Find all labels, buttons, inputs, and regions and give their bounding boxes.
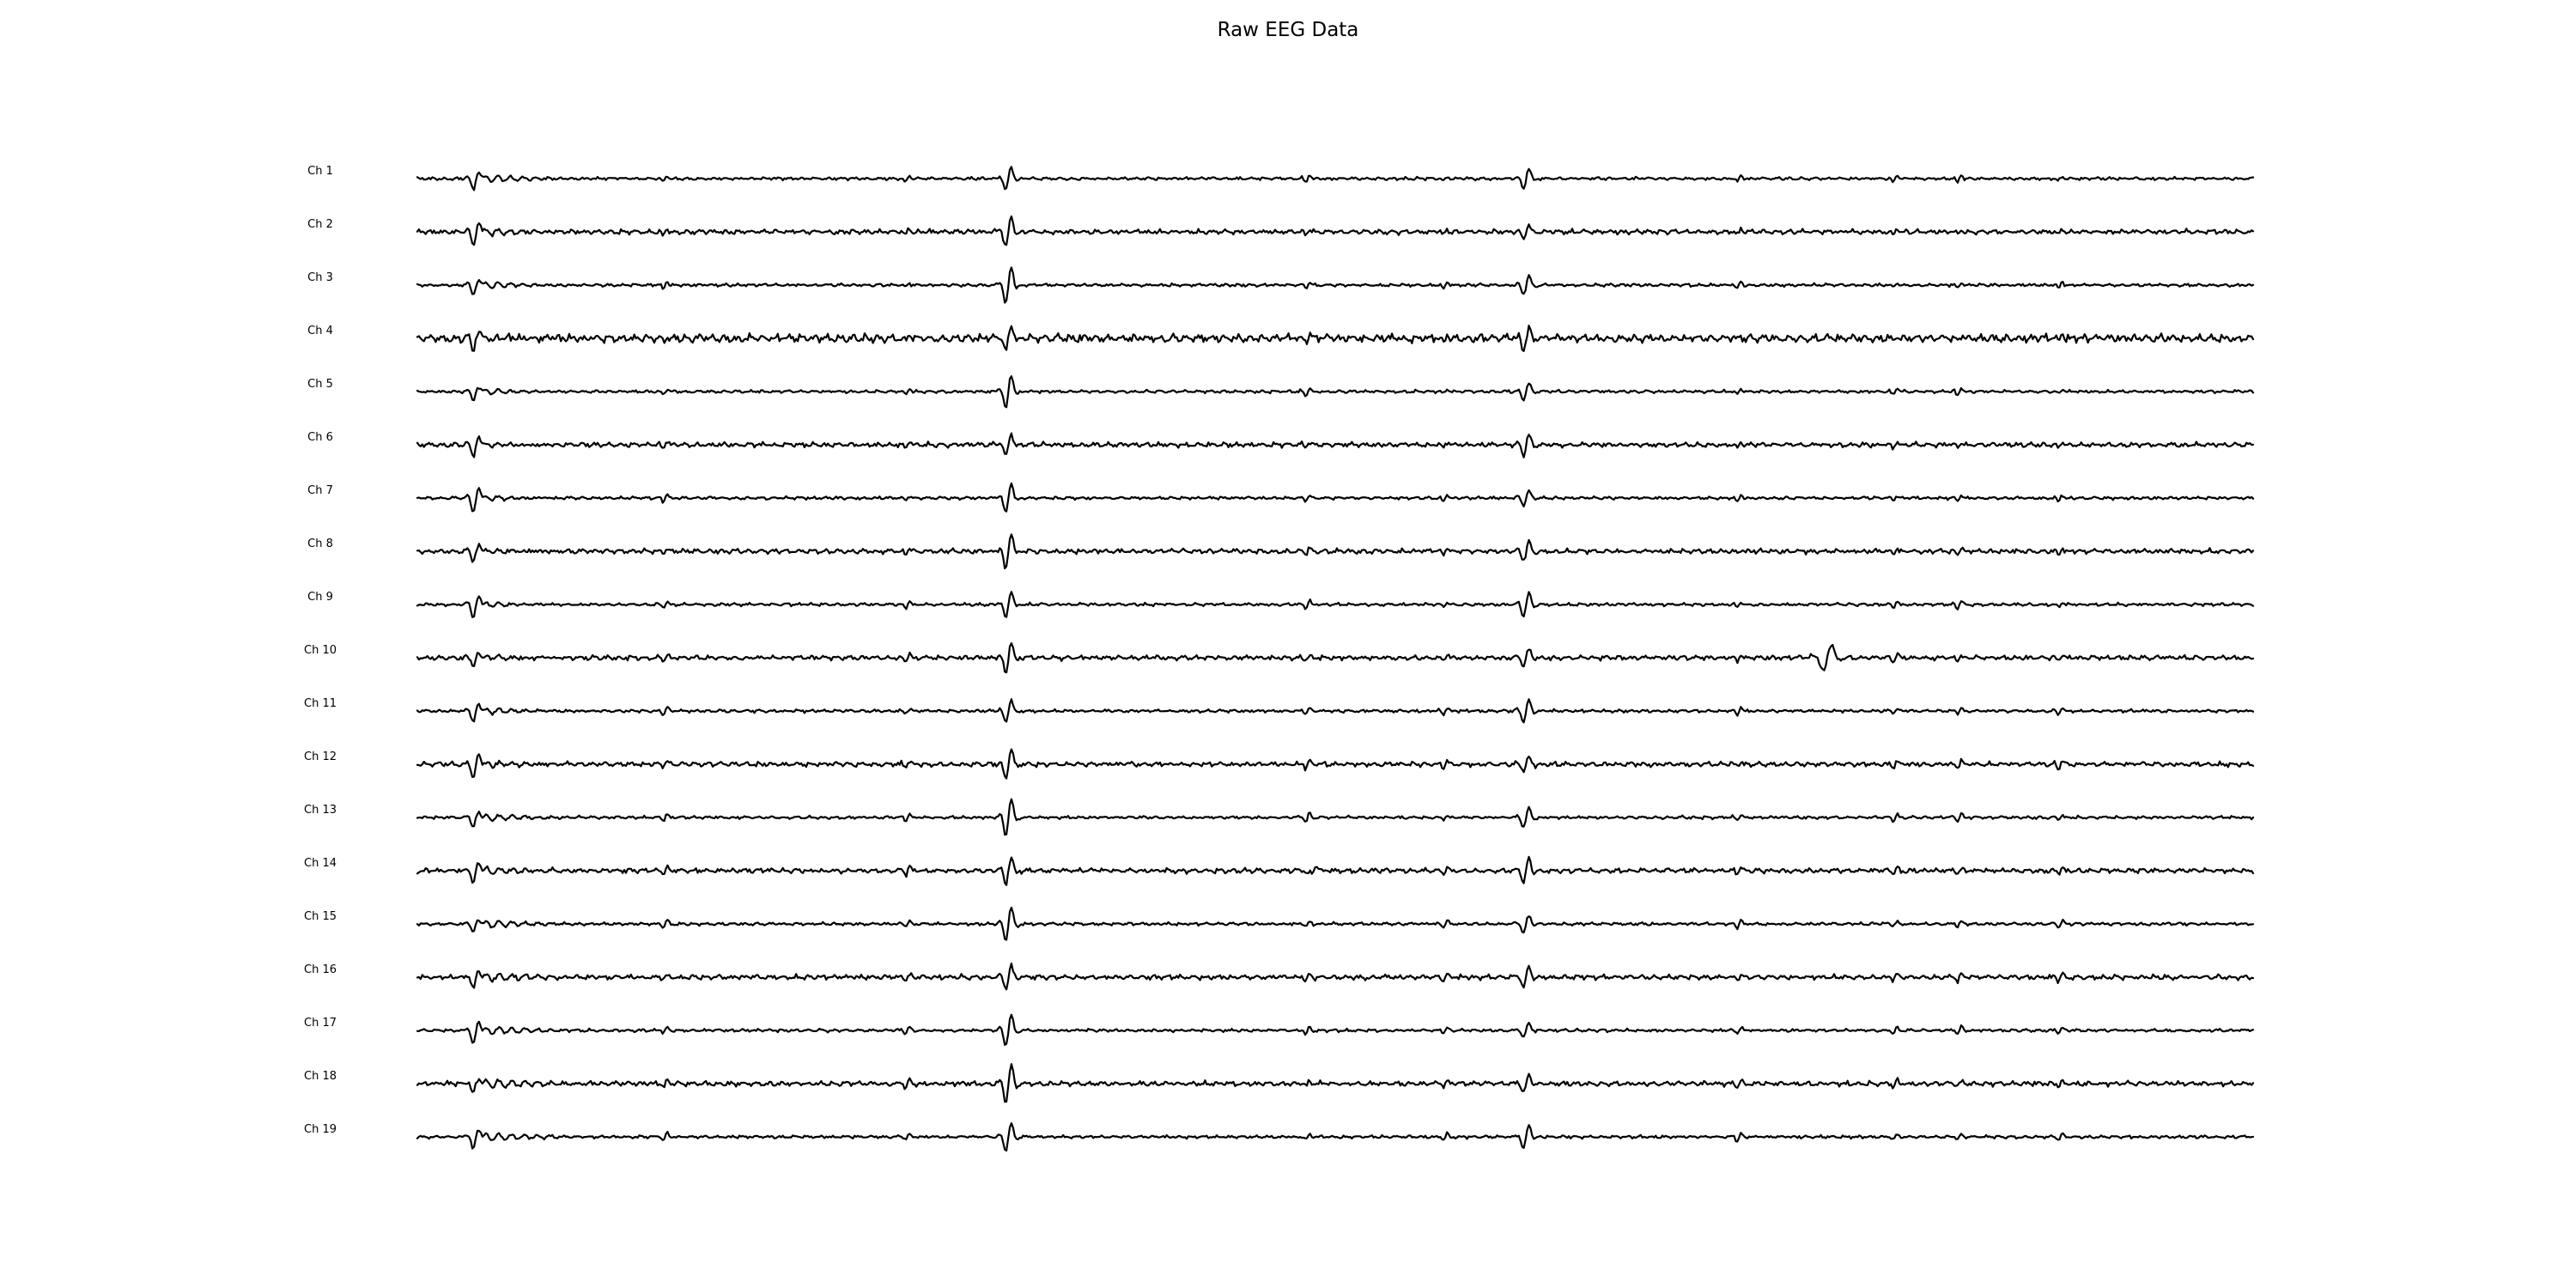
channel-label-9: Ch 9 [307, 591, 333, 604]
eeg-trace-ch-16 [416, 963, 2255, 991]
eeg-trace-ch-15 [416, 906, 2255, 941]
channel-label-12: Ch 12 [304, 750, 337, 763]
channel-label-16: Ch 16 [304, 963, 337, 976]
eeg-trace-ch-11 [416, 698, 2255, 724]
channel-label-13: Ch 13 [304, 804, 337, 817]
channel-label-14: Ch 14 [304, 857, 337, 870]
eeg-trace-ch-14 [416, 855, 2255, 886]
eeg-trace-ch-6 [416, 432, 2255, 459]
eeg-trace-ch-1 [416, 166, 2255, 191]
eeg-trace-ch-2 [416, 215, 2255, 246]
eeg-trace-ch-3 [416, 266, 2255, 304]
channel-label-19: Ch 19 [304, 1123, 337, 1136]
channel-label-2: Ch 2 [307, 218, 333, 231]
channel-label-1: Ch 1 [307, 165, 333, 178]
eeg-trace-ch-17 [416, 1013, 2255, 1046]
eeg-trace-ch-5 [416, 375, 2255, 409]
channel-label-8: Ch 8 [307, 538, 333, 550]
channel-label-6: Ch 6 [307, 431, 333, 444]
channel-label-3: Ch 3 [307, 271, 333, 284]
channel-label-18: Ch 18 [304, 1070, 337, 1083]
eeg-trace-ch-10 [416, 642, 2255, 674]
channel-label-4: Ch 4 [307, 325, 333, 337]
eeg-trace-ch-7 [416, 482, 2255, 513]
eeg-trace-ch-4 [416, 325, 2255, 352]
channel-label-7: Ch 7 [307, 484, 333, 497]
eeg-trace-ch-9 [416, 591, 2255, 618]
eeg-trace-ch-13 [416, 798, 2255, 836]
eeg-trace-ch-12 [416, 748, 2255, 780]
eeg-trace-ch-8 [416, 533, 2255, 570]
channel-label-17: Ch 17 [304, 1017, 337, 1030]
channel-label-15: Ch 15 [304, 910, 337, 923]
channel-label-5: Ch 5 [307, 378, 333, 391]
chart-title: Raw EEG Data [1217, 19, 1359, 41]
eeg-trace-ch-19 [416, 1122, 2255, 1152]
channel-label-11: Ch 11 [304, 697, 337, 710]
eeg-trace-ch-18 [416, 1063, 2255, 1103]
channel-label-10: Ch 10 [304, 644, 337, 657]
